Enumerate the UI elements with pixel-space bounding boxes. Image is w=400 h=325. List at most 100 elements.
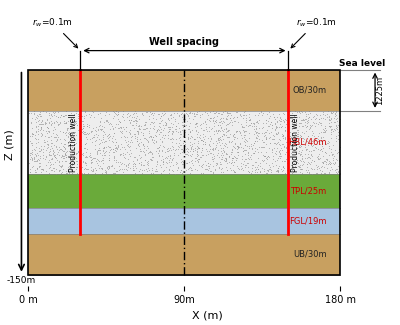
- Point: [179, 127, 185, 133]
- Point: [29, 142, 35, 148]
- Point: [155, 111, 161, 117]
- Point: [213, 128, 219, 133]
- Point: [247, 171, 254, 176]
- Point: [252, 165, 258, 170]
- Point: [31, 157, 37, 162]
- Point: [302, 122, 308, 127]
- Point: [326, 113, 332, 119]
- Point: [234, 149, 241, 154]
- Point: [318, 169, 325, 174]
- Point: [65, 170, 72, 175]
- Point: [87, 136, 93, 141]
- Point: [138, 149, 144, 154]
- Point: [256, 170, 263, 175]
- Point: [134, 129, 141, 135]
- Point: [233, 156, 239, 161]
- Point: [67, 153, 74, 158]
- Point: [297, 143, 303, 148]
- Point: [73, 108, 79, 113]
- Point: [186, 116, 192, 121]
- Point: [175, 144, 181, 149]
- Point: [267, 141, 273, 146]
- Point: [261, 139, 268, 145]
- Point: [283, 139, 289, 144]
- Point: [125, 138, 132, 143]
- Point: [247, 117, 253, 122]
- Point: [88, 155, 94, 160]
- Point: [28, 157, 35, 162]
- Point: [294, 159, 300, 164]
- Point: [52, 155, 59, 160]
- Point: [323, 127, 330, 132]
- Point: [318, 129, 324, 134]
- Point: [333, 167, 340, 172]
- Point: [319, 144, 325, 149]
- Point: [327, 109, 334, 114]
- Point: [315, 153, 321, 159]
- Point: [318, 164, 324, 169]
- Point: [144, 125, 150, 130]
- Point: [130, 161, 136, 166]
- Point: [242, 113, 249, 118]
- Point: [98, 170, 105, 175]
- Point: [74, 150, 80, 156]
- Point: [242, 117, 249, 123]
- Point: [120, 166, 127, 171]
- Point: [53, 144, 59, 149]
- Point: [322, 129, 328, 134]
- Point: [176, 125, 182, 130]
- Point: [38, 125, 44, 130]
- Point: [182, 144, 188, 149]
- Point: [290, 144, 297, 149]
- Point: [265, 124, 272, 129]
- Point: [131, 118, 137, 123]
- Point: [302, 129, 309, 134]
- Point: [96, 164, 103, 169]
- Point: [136, 160, 142, 165]
- Point: [297, 167, 304, 172]
- Point: [324, 114, 330, 120]
- Point: [271, 137, 278, 142]
- Point: [96, 136, 102, 142]
- Point: [200, 135, 206, 140]
- Point: [165, 116, 171, 121]
- Point: [109, 149, 116, 154]
- Point: [40, 153, 46, 158]
- Point: [292, 164, 298, 169]
- Point: [48, 162, 54, 167]
- Point: [128, 114, 135, 119]
- Point: [331, 153, 337, 159]
- Point: [210, 170, 216, 176]
- Text: 1225m: 1225m: [375, 76, 384, 105]
- Point: [170, 122, 176, 127]
- Point: [164, 148, 171, 153]
- Point: [260, 145, 267, 150]
- Point: [212, 168, 218, 173]
- Point: [171, 150, 178, 156]
- Point: [74, 164, 80, 169]
- Point: [99, 158, 106, 163]
- Point: [244, 139, 251, 144]
- Point: [168, 112, 174, 118]
- Point: [248, 145, 255, 150]
- Point: [39, 132, 46, 137]
- Point: [137, 155, 143, 160]
- Point: [146, 167, 152, 173]
- Point: [185, 112, 191, 118]
- Point: [312, 170, 319, 176]
- Point: [88, 164, 94, 170]
- Point: [178, 168, 184, 173]
- Point: [134, 114, 140, 119]
- Point: [140, 112, 146, 118]
- Point: [167, 160, 174, 165]
- Point: [263, 136, 270, 142]
- Point: [62, 153, 68, 158]
- Point: [40, 146, 46, 151]
- Point: [56, 168, 63, 174]
- Point: [79, 113, 86, 118]
- Point: [69, 132, 75, 137]
- Point: [173, 124, 179, 129]
- Point: [335, 113, 342, 119]
- Point: [315, 163, 322, 169]
- Point: [188, 151, 195, 157]
